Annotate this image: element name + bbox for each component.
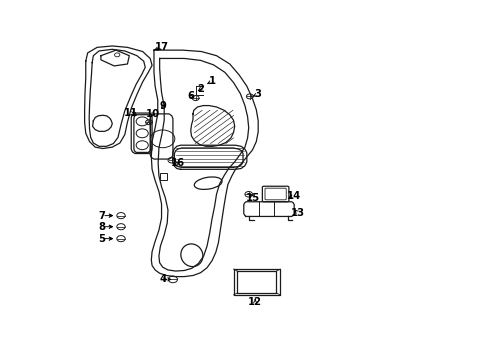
Text: 13: 13 [290,208,305,218]
Text: 3: 3 [253,90,260,99]
Text: 7: 7 [99,211,105,221]
Text: 5: 5 [99,234,105,244]
Text: 10: 10 [145,109,160,119]
Bar [160,174,167,180]
Text: 14: 14 [286,191,301,201]
Text: 6: 6 [187,91,194,102]
Text: 11: 11 [124,108,138,118]
Text: 17: 17 [154,42,168,52]
Text: 12: 12 [247,297,262,307]
Text: 1: 1 [208,76,215,86]
Text: 2: 2 [197,84,203,94]
Text: 16: 16 [170,158,184,168]
Text: 15: 15 [245,193,259,203]
Text: 8: 8 [99,222,105,232]
Text: 9: 9 [159,100,166,111]
Text: 4: 4 [160,274,167,284]
